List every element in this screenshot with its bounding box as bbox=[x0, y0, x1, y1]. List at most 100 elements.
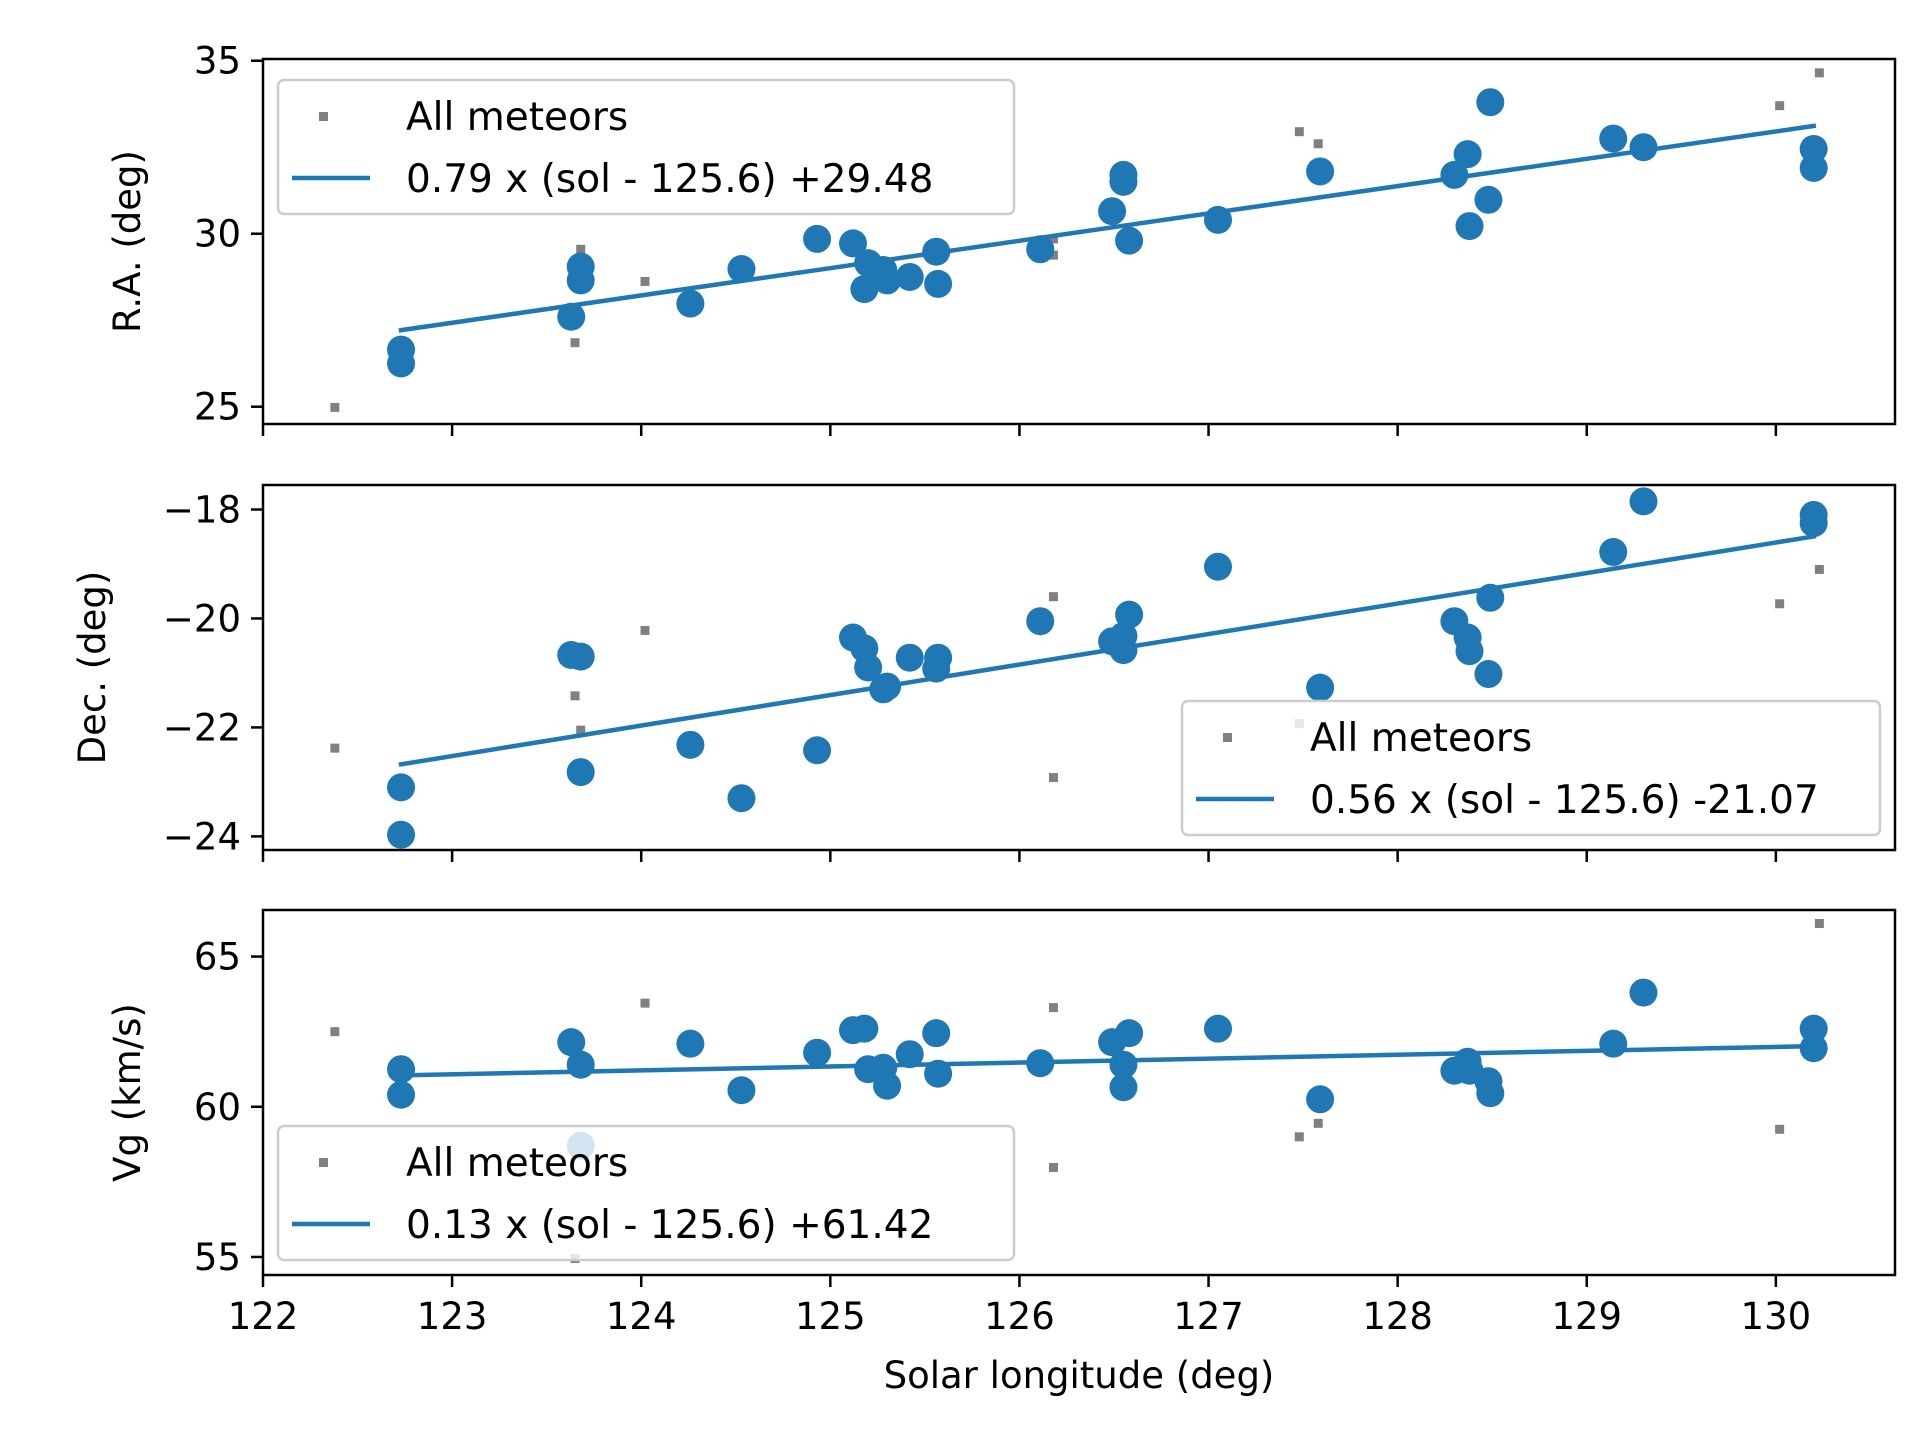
all-meteor-point bbox=[1294, 127, 1304, 137]
all-meteor-point bbox=[1048, 1162, 1058, 1172]
legend-all-meteors-marker bbox=[319, 112, 328, 121]
shower-meteor-point bbox=[1115, 600, 1144, 629]
shower-meteor-point bbox=[1098, 197, 1127, 226]
shower-meteor-point bbox=[1599, 124, 1628, 153]
all-meteor-point bbox=[1775, 1124, 1785, 1134]
shower-meteor-point bbox=[1306, 157, 1335, 186]
legend-all-meteors-label: All meteors bbox=[1310, 716, 1532, 761]
all-meteor-point bbox=[1048, 773, 1058, 783]
shower-meteor-point bbox=[1474, 660, 1503, 689]
y-axis-label: Vg (km/s) bbox=[106, 1003, 149, 1182]
x-tick-label: 123 bbox=[417, 1295, 488, 1338]
fit-line bbox=[398, 533, 1817, 767]
all-meteor-point bbox=[1048, 234, 1058, 244]
all-meteor-point bbox=[1814, 919, 1824, 929]
fit-line bbox=[398, 123, 1817, 333]
shower-meteor-point bbox=[727, 255, 756, 284]
y-tick-label: −22 bbox=[163, 706, 241, 749]
shower-meteor-point bbox=[387, 349, 416, 378]
shower-meteor-point bbox=[1306, 673, 1335, 702]
legend-fit-label: 0.79 x (sol - 125.6) +29.48 bbox=[406, 157, 933, 202]
shower-meteor-point bbox=[1599, 538, 1628, 567]
all-meteor-point bbox=[1775, 101, 1785, 111]
shower-meteor-point bbox=[1629, 487, 1658, 516]
shower-meteor-point bbox=[1109, 167, 1138, 196]
x-tick-label: 122 bbox=[228, 1295, 299, 1338]
all-meteor-point bbox=[640, 276, 650, 286]
panel-2: −24 −22 −20 −18 Dec. (deg) All meteors 0.56 x … bbox=[71, 483, 1897, 862]
all-meteor-point bbox=[1814, 564, 1824, 574]
shower-meteor-point bbox=[895, 643, 924, 672]
all-meteor-point bbox=[1048, 592, 1058, 602]
legend-box bbox=[276, 78, 1016, 216]
shower-meteor-point bbox=[1453, 140, 1482, 169]
x-axis-label: Solar longitude (deg) bbox=[884, 1354, 1275, 1397]
shower-meteor-point bbox=[1599, 1029, 1628, 1058]
shower-meteor-point bbox=[854, 653, 883, 682]
legend-box bbox=[276, 1124, 1016, 1262]
legend: All meteors 0.79 x (sol - 125.6) +29.48 bbox=[276, 78, 1016, 216]
x-tick-label: 124 bbox=[606, 1295, 677, 1338]
shower-meteor-point bbox=[922, 1019, 951, 1048]
x-tick-label: 130 bbox=[1741, 1295, 1812, 1338]
shower-meteor-point bbox=[676, 730, 705, 759]
shower-meteor-point bbox=[387, 1080, 416, 1109]
legend-all-meteors-marker bbox=[1223, 733, 1232, 742]
shower-meteor-point bbox=[566, 266, 595, 295]
shower-meteor-point bbox=[557, 1028, 586, 1057]
legend-fit-label: 0.56 x (sol - 125.6) -21.07 bbox=[1310, 778, 1819, 823]
shower-meteor-point bbox=[1799, 509, 1828, 538]
shower-meteor-point bbox=[1109, 1050, 1138, 1079]
plot-frame bbox=[261, 57, 1897, 426]
shower-meteor-point bbox=[1629, 133, 1658, 162]
shower-meteor-point bbox=[1115, 226, 1144, 255]
shower-meteor-point bbox=[803, 224, 832, 253]
shower-meteor-point bbox=[1799, 1014, 1828, 1043]
legend-all-meteors-marker bbox=[319, 1158, 328, 1167]
shower-meteor-point bbox=[1109, 1073, 1138, 1102]
legend-all-meteors-label: All meteors bbox=[406, 1141, 628, 1186]
shower-meteor-point bbox=[1203, 1014, 1232, 1043]
shower-meteor-point bbox=[1026, 607, 1055, 636]
shower-meteor-point bbox=[676, 289, 705, 318]
panel-3: 55 60 65 122 123 124 125 126 127 128 129 130 Vg (km/… bbox=[106, 908, 1897, 1397]
y-axis-label: Dec. (deg) bbox=[71, 571, 114, 765]
shower-meteor-point bbox=[850, 1014, 879, 1043]
y-tick-label: −20 bbox=[163, 597, 241, 640]
shower-meteor-point bbox=[873, 266, 902, 295]
all-meteor-point bbox=[330, 402, 340, 412]
all-meteor-point bbox=[1775, 599, 1785, 609]
shower-meteor-point bbox=[1306, 1085, 1335, 1114]
y-tick-label: 60 bbox=[194, 1086, 241, 1129]
shower-meteor-point bbox=[1203, 552, 1232, 581]
shower-meteor-point bbox=[387, 820, 416, 849]
shower-meteor-point bbox=[1109, 636, 1138, 665]
shower-meteor-point bbox=[1455, 637, 1484, 666]
all-meteor-point bbox=[1313, 1118, 1323, 1128]
shower-meteor-point bbox=[1799, 153, 1828, 182]
legend: All meteors 0.56 x (sol - 125.6) -21.07 bbox=[1180, 699, 1882, 837]
all-meteor-point bbox=[576, 725, 586, 735]
all-meteor-point bbox=[570, 338, 580, 348]
x-tick-label: 127 bbox=[1173, 1295, 1244, 1338]
shower-meteor-point bbox=[566, 642, 595, 671]
shower-meteor-point bbox=[839, 229, 868, 258]
all-meteor-point bbox=[576, 244, 586, 254]
shower-meteor-point bbox=[566, 1050, 595, 1079]
x-tick-label: 126 bbox=[984, 1295, 1055, 1338]
shower-meteor-point bbox=[676, 1029, 705, 1058]
shower-meteor-point bbox=[1476, 88, 1505, 117]
all-meteor-point bbox=[1048, 250, 1058, 260]
shower-meteor-point bbox=[1474, 185, 1503, 214]
panel-1: 25 30 35 R.A. (deg) All meteors 0.79 x (sol -… bbox=[106, 40, 1897, 436]
y-tick-label: −24 bbox=[163, 815, 241, 858]
plot-frame bbox=[261, 908, 1897, 1277]
shower-meteor-point bbox=[566, 758, 595, 787]
shower-meteor-point bbox=[803, 736, 832, 765]
all-meteor-point bbox=[1313, 139, 1323, 149]
x-tick-label: 129 bbox=[1551, 1295, 1622, 1338]
shower-meteor-point bbox=[895, 1040, 924, 1069]
shower-meteor-point bbox=[924, 1059, 953, 1088]
shower-meteor-point bbox=[387, 773, 416, 802]
all-meteor-point bbox=[640, 998, 650, 1008]
